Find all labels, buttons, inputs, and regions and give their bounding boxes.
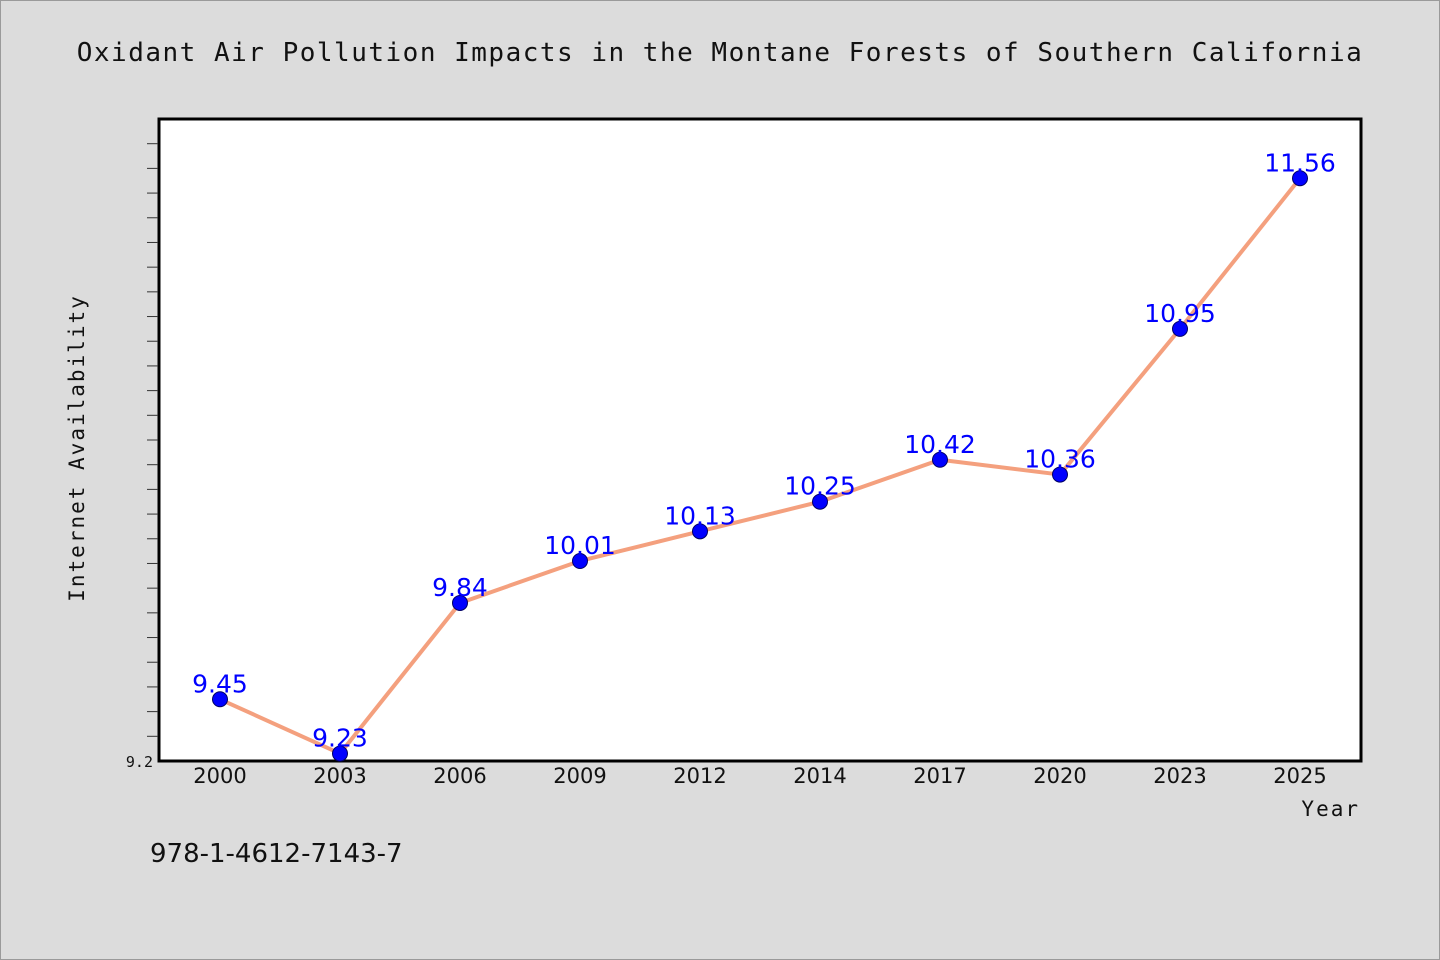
series-line (218, 176, 1302, 756)
data-point (572, 552, 588, 569)
data-point (932, 451, 948, 468)
data-label: 10.95 (1144, 299, 1216, 328)
data-point (332, 745, 348, 762)
series-lines (218, 176, 1302, 756)
x-tick-label: 2014 (793, 764, 846, 788)
data-points (212, 170, 1308, 762)
plot-area (157, 117, 1363, 763)
data-label: 10.36 (1024, 445, 1096, 474)
data-point (212, 691, 228, 708)
data-labels: 9.45 9.23 9.84 10.01 10.13 10.25 10.42 10.36 10.… (192, 148, 1336, 752)
data-point (452, 594, 468, 611)
data-label: 10.42 (904, 430, 976, 459)
data-label: 10.01 (544, 531, 616, 560)
x-tick-label: 2003 (313, 764, 366, 788)
y-tick-label: 9.2 (126, 753, 153, 771)
x-tick-label: 2009 (553, 764, 606, 788)
x-tick-label: 2023 (1153, 764, 1206, 788)
x-tick-label: 2012 (673, 764, 726, 788)
x-tick-label: 2000 (193, 764, 246, 788)
data-point (1172, 320, 1188, 337)
data-point (812, 493, 828, 510)
x-axis-tick-labels: 2000 2003 2006 2009 2012 2014 2017 2020 2023 2025 (193, 764, 1326, 788)
isbn-label: 978-1-4612-7143-7 (150, 839, 403, 869)
data-point (1052, 466, 1068, 483)
y-axis-ticks (147, 143, 158, 737)
data-point (1292, 170, 1308, 187)
y-axis-title: Internet Availability (65, 294, 89, 602)
x-tick-label: 2017 (913, 764, 966, 788)
data-label: 10.25 (784, 472, 856, 501)
x-tick-label: 2006 (433, 764, 486, 788)
data-label: 10.13 (664, 501, 736, 530)
chart-title: Oxidant Air Pollution Impacts in the Mon… (77, 38, 1364, 68)
data-label: 11.56 (1264, 148, 1336, 177)
data-label: 9.45 (192, 669, 248, 698)
y-axis-tick-labels: 9.2 (126, 753, 153, 771)
x-axis-title: Year (1301, 797, 1360, 821)
data-label: 9.84 (432, 573, 488, 602)
x-tick-label: 2020 (1033, 764, 1086, 788)
x-tick-label: 2025 (1273, 764, 1326, 788)
data-point (692, 523, 708, 540)
data-label: 9.23 (312, 724, 368, 753)
